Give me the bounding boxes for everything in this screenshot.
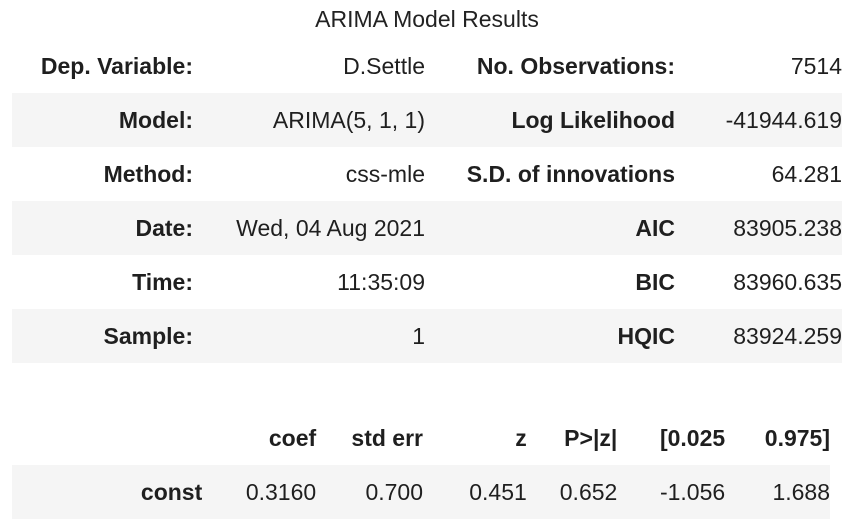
table-cell: 0.3160	[245, 478, 317, 505]
column-header	[12, 411, 202, 465]
summary-label: No. Observations:	[476, 52, 675, 79]
summary-value: 83924.259	[733, 322, 842, 349]
summary-label: Method:	[103, 160, 193, 187]
summary-value: 1	[412, 322, 425, 349]
summary-label: Time:	[132, 268, 193, 295]
table-cell: 0.700	[365, 478, 424, 505]
column-header: z	[515, 424, 527, 451]
table-row: Dep. Variable: D.Settle No. Observations…	[12, 39, 842, 93]
summary-value: 64.281	[771, 160, 842, 187]
summary-label: S.D. of innovations	[466, 160, 675, 187]
table-row: Model: ARIMA(5, 1, 1) Log Likelihood -41…	[12, 93, 842, 147]
table-cell: 1.688	[772, 478, 830, 505]
column-header: [0.025	[659, 424, 726, 451]
summary-value: D.Settle	[343, 52, 425, 79]
table-row: const 0.3160 0.700 0.451 0.652 -1.056 1.…	[12, 465, 830, 519]
column-header: P>|z|	[564, 424, 618, 451]
table-cell: 0.652	[559, 478, 618, 505]
summary-value: 7514	[790, 52, 842, 79]
summary-value: ARIMA(5, 1, 1)	[272, 106, 425, 133]
table-cell: 0.451	[469, 478, 527, 505]
summary-value: 11:35:09	[337, 268, 425, 295]
table-cell: -1.056	[659, 478, 726, 505]
column-header: 0.975]	[764, 424, 830, 451]
summary-value: -41944.619	[725, 106, 842, 133]
summary-label: AIC	[635, 214, 675, 241]
table-title: ARIMA Model Results	[315, 6, 539, 32]
column-header: coef	[268, 424, 317, 451]
summary-label: HQIC	[617, 322, 676, 349]
summary-value: 83960.635	[733, 268, 842, 295]
summary-value: css-mle	[345, 160, 425, 187]
summary-label: Sample:	[103, 322, 193, 349]
table-row: Sample: 1 HQIC 83924.259	[12, 309, 842, 363]
column-header: std err	[351, 424, 424, 451]
summary-value: Wed, 04 Aug 2021	[236, 214, 425, 241]
table-row: Date: Wed, 04 Aug 2021 AIC 83905.238	[12, 201, 842, 255]
summary-label: Date:	[135, 214, 193, 241]
coefficient-table: coef std err z P>|z| [0.025 0.975] const…	[12, 411, 830, 519]
table-row: Time: 11:35:09 BIC 83960.635	[12, 255, 842, 309]
row-label: const	[140, 478, 203, 505]
summary-label: Dep. Variable:	[40, 52, 193, 79]
table-row: Method: css-mle S.D. of innovations 64.2…	[12, 147, 842, 201]
table-header-row: coef std err z P>|z| [0.025 0.975]	[12, 411, 830, 465]
summary-value: 83905.238	[733, 214, 842, 241]
summary-label: Model:	[118, 106, 193, 133]
model-summary-table: Dep. Variable: D.Settle No. Observations…	[12, 39, 842, 363]
summary-label: Log Likelihood	[511, 106, 675, 133]
summary-label: BIC	[635, 268, 675, 295]
